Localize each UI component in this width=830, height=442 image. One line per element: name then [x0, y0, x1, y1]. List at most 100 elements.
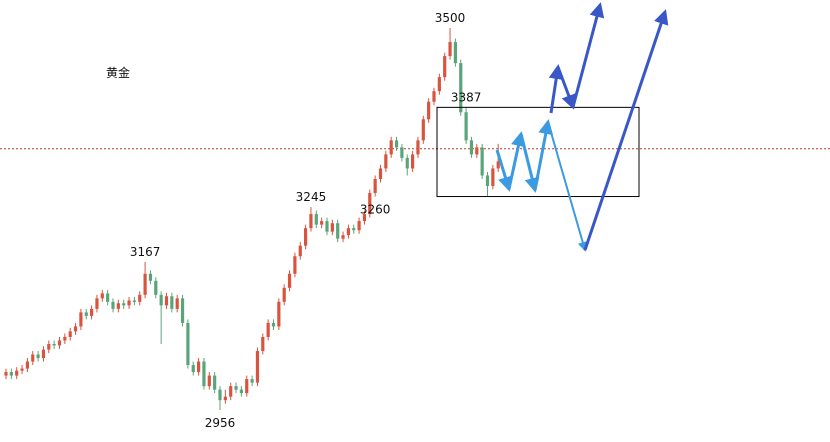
- candle-body: [191, 365, 195, 373]
- candle-body: [84, 312, 88, 316]
- candle-body: [357, 221, 361, 231]
- candle-body: [148, 273, 153, 281]
- price-label: 3500: [435, 11, 466, 25]
- chart-title: 黄金: [106, 65, 130, 80]
- candle-body: [496, 161, 500, 169]
- candle-body: [4, 372, 8, 376]
- candle-body: [106, 293, 110, 302]
- candle-body: [469, 140, 474, 155]
- candle-body: [143, 273, 147, 295]
- candle-body: [416, 140, 420, 155]
- price-label: 3260: [360, 203, 391, 217]
- candle-body: [122, 303, 126, 306]
- candle-body: [325, 221, 329, 232]
- candle-body: [432, 91, 436, 102]
- candle-body: [73, 326, 78, 332]
- price-label: 3245: [296, 190, 327, 204]
- candle-body: [277, 301, 281, 327]
- candle-body: [352, 228, 356, 231]
- candle-body: [100, 293, 104, 299]
- candle-body: [405, 157, 409, 169]
- candle-body: [421, 119, 425, 141]
- candle-body: [234, 386, 238, 390]
- candle-body: [437, 77, 441, 92]
- candle-body: [132, 300, 136, 302]
- candle-body: [255, 351, 260, 383]
- candle-body: [464, 112, 468, 141]
- forecast-arrows: [495, 2, 669, 252]
- candle-body: [443, 56, 447, 78]
- candle-body: [180, 298, 185, 323]
- candle-body: [271, 322, 276, 327]
- candle-body: [384, 154, 388, 169]
- candle-body: [475, 147, 479, 155]
- candle-body: [282, 287, 286, 302]
- candle-body: [459, 63, 463, 113]
- candle-body: [250, 379, 254, 383]
- range-box: [436, 106, 640, 198]
- candle-body: [373, 178, 377, 194]
- candle-body: [368, 193, 372, 215]
- candle-body: [491, 168, 495, 186]
- candle-body: [341, 235, 345, 239]
- candle-body: [229, 386, 233, 397]
- candle-body: [336, 223, 340, 239]
- candle-body: [400, 147, 404, 158]
- candle-body: [480, 147, 484, 176]
- candle-body: [36, 354, 40, 359]
- candle-body: [20, 368, 24, 371]
- candle-body: [63, 336, 67, 341]
- candle-body: [485, 175, 490, 186]
- candle-body: [9, 372, 13, 376]
- candle-body: [293, 256, 297, 274]
- candle-body: [138, 294, 142, 302]
- candle-body: [453, 42, 457, 64]
- candle-body: [111, 301, 115, 309]
- candle-body: [116, 303, 120, 309]
- candle-body: [266, 322, 270, 337]
- candle-body: [186, 322, 190, 366]
- candle-body: [127, 300, 131, 306]
- candle-body: [159, 294, 163, 306]
- candle-body: [57, 340, 62, 346]
- candle-body: [309, 214, 313, 229]
- candle-body: [202, 361, 206, 387]
- candle-body: [15, 370, 19, 376]
- candle-body: [90, 308, 94, 316]
- candle-body: [389, 140, 393, 155]
- candle-body: [330, 223, 334, 232]
- candle-body: [298, 245, 302, 257]
- candle-body: [164, 296, 169, 306]
- candle-body: [427, 101, 431, 120]
- candle-body: [320, 221, 324, 225]
- candle-body: [52, 343, 56, 346]
- candle-body: [154, 280, 158, 295]
- price-label: 3167: [130, 245, 161, 259]
- candle-body: [245, 379, 249, 394]
- candle-body: [175, 298, 179, 309]
- candle-body: [170, 296, 174, 309]
- candle-body: [95, 298, 99, 309]
- candle-body: [448, 42, 452, 57]
- price-label: 2956: [205, 416, 236, 430]
- candle-body: [378, 168, 383, 179]
- candle-body: [218, 389, 222, 401]
- candle-body: [31, 354, 35, 362]
- candle-body: [197, 361, 201, 373]
- candle-body: [223, 396, 227, 401]
- candle-body: [394, 140, 399, 148]
- candle-body: [213, 375, 217, 390]
- candle-body: [41, 349, 46, 359]
- candle-body: [346, 228, 350, 236]
- price-label: 3387: [451, 90, 482, 104]
- candle-body: [25, 361, 29, 369]
- candle-body: [207, 375, 211, 387]
- candle-body: [314, 214, 318, 225]
- candle-body: [239, 389, 243, 394]
- candle-body: [47, 343, 51, 350]
- candle-body: [304, 228, 308, 246]
- candle-body: [68, 331, 72, 337]
- candle-body: [362, 214, 367, 222]
- candle-body: [79, 312, 83, 327]
